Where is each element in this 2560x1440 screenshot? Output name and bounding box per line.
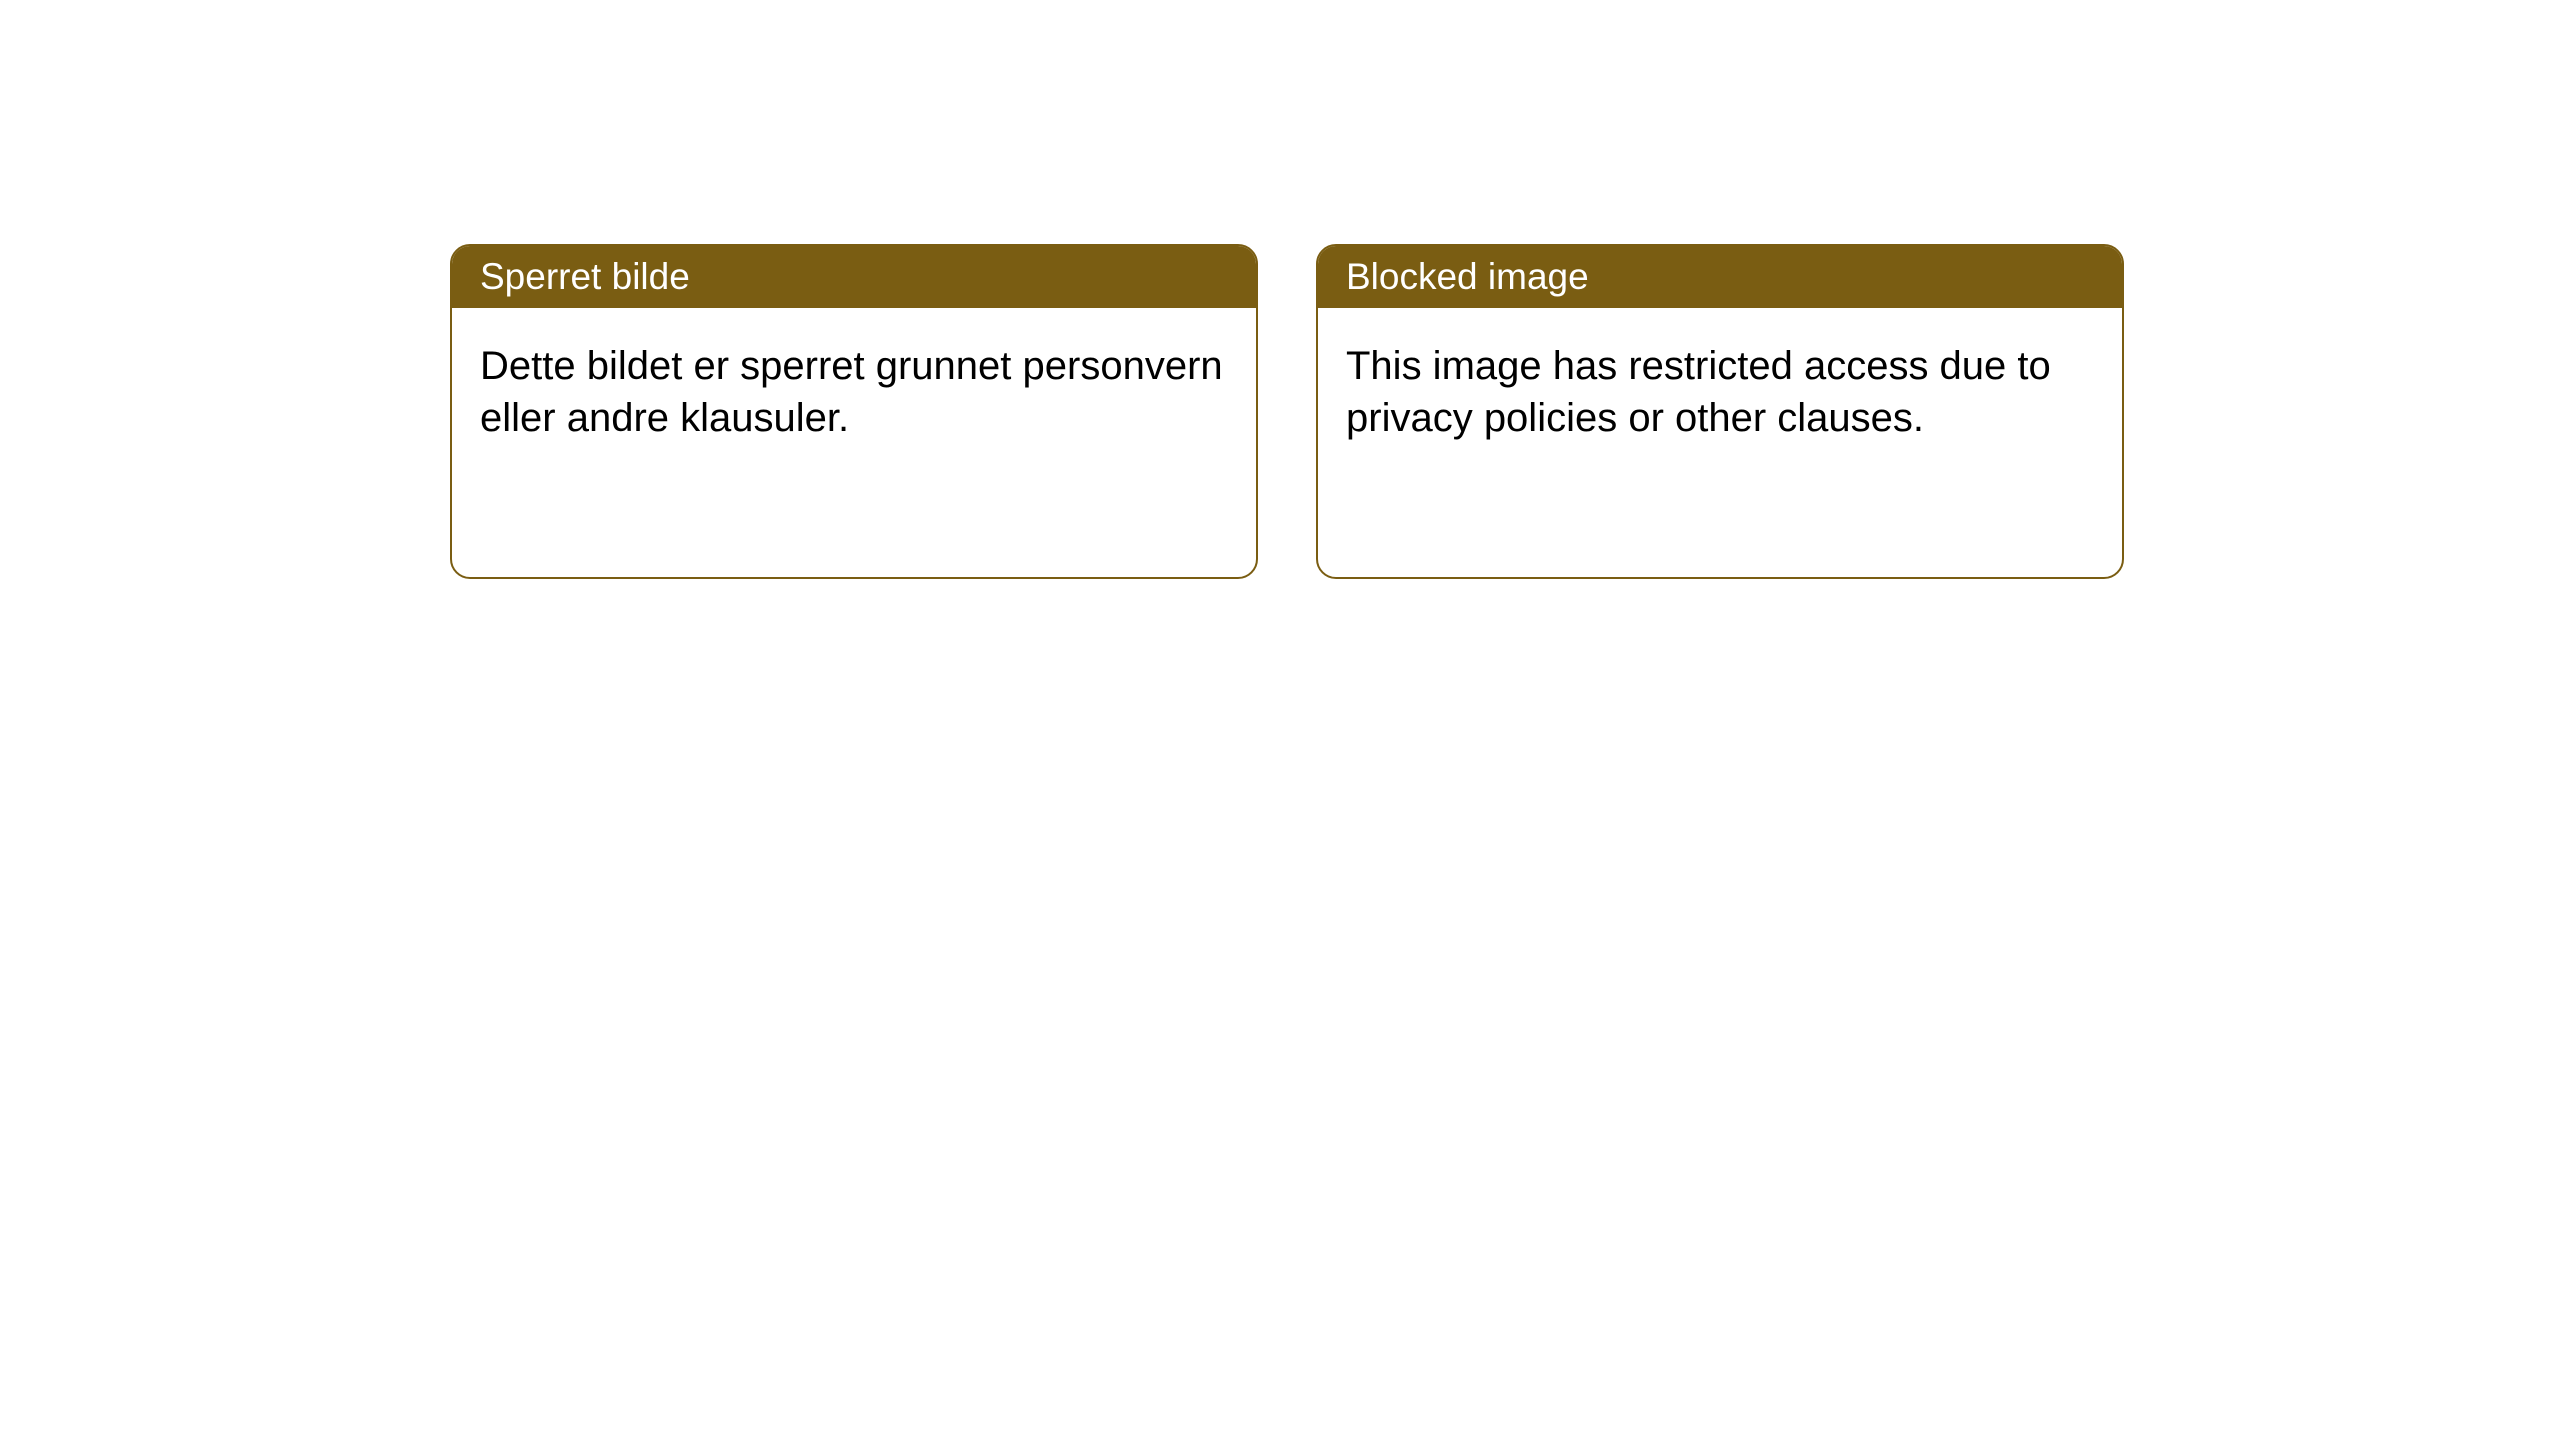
card-message: Dette bildet er sperret grunnet personve… [480,344,1223,440]
card-body: Dette bildet er sperret grunnet personve… [452,308,1256,476]
card-header: Blocked image [1318,246,2122,308]
notice-cards-container: Sperret bilde Dette bildet er sperret gr… [0,0,2560,579]
card-title: Blocked image [1346,256,1589,297]
card-message: This image has restricted access due to … [1346,344,2051,440]
notice-card-norwegian: Sperret bilde Dette bildet er sperret gr… [450,244,1258,579]
card-body: This image has restricted access due to … [1318,308,2122,476]
card-title: Sperret bilde [480,256,690,297]
notice-card-english: Blocked image This image has restricted … [1316,244,2124,579]
card-header: Sperret bilde [452,246,1256,308]
